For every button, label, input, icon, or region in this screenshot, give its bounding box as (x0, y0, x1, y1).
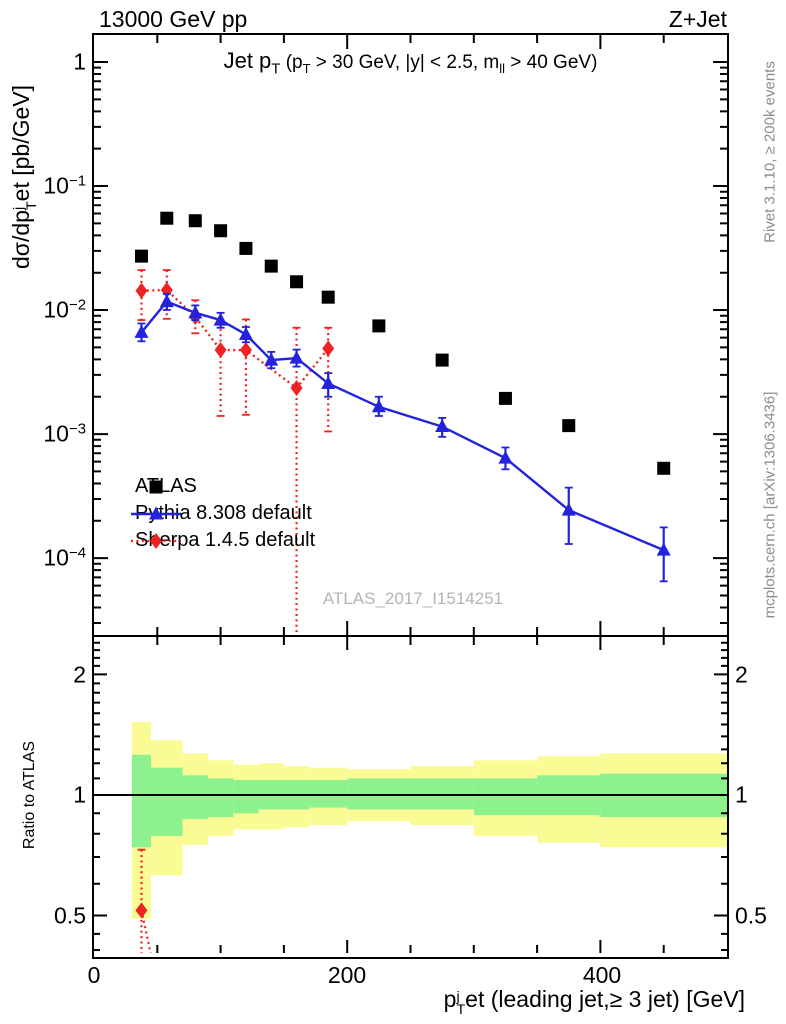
legend-label-pythia: Pythia 8.308 default (135, 502, 312, 524)
ratio-ytick-right-2: 2 (735, 661, 748, 688)
xtick-400: 400 (582, 962, 622, 988)
xtick-200: 200 (327, 962, 367, 988)
ytick-1e-3: 10−3 (43, 420, 86, 447)
ratio-ytick-right-05: 0.5 (735, 902, 767, 929)
ratio-ytick-left-2: 2 (73, 661, 86, 688)
ratio-ytick-left-05: 0.5 (54, 902, 86, 929)
sherpa-diamond-dotted-line-icon (131, 532, 181, 549)
ytick-1e-1: 10−1 (43, 172, 86, 199)
ratio-ytick-right-1: 1 (735, 781, 748, 808)
legend: ATLAS Pythia 8.308 default Sherpa 1.4.5 … (128, 473, 315, 554)
pythia-triangle-line-icon (131, 506, 181, 519)
legend-item-pythia: Pythia 8.308 default (128, 500, 315, 527)
process-header: Z+Jet (668, 6, 727, 32)
legend-item-atlas: ATLAS (128, 473, 315, 500)
ytick-1e-4: 10−4 (43, 544, 86, 571)
analysis-id-watermark: ATLAS_2017_I1514251 (322, 589, 504, 608)
ratio-ytick-left-1: 1 (73, 781, 86, 808)
ratio-y-axis-title: Ratio to ATLAS (21, 740, 38, 850)
legend-item-sherpa: Sherpa 1.4.5 default (128, 527, 315, 554)
ytick-1: 1 (73, 48, 86, 75)
legend-label-sherpa: Sherpa 1.4.5 default (135, 529, 316, 551)
beam-energy-header: 13000 GeV pp (99, 6, 248, 32)
ytick-1e-2: 10−2 (43, 296, 86, 323)
xtick-0: 0 (87, 962, 101, 988)
mcplots-arxiv-note: mcplots.cern.ch [arXiv:1306.3436] (761, 391, 779, 619)
ratio-plot-canvas (94, 637, 727, 953)
main-plot-canvas (94, 35, 727, 635)
rivet-version-note: Rivet 3.1.10, ≥ 200k events (761, 61, 779, 243)
atlas-square-marker-icon (149, 480, 163, 493)
ratio-panel-frame (92, 635, 729, 959)
plot-title: Jet pT (pT > 30 GeV, |y| < 2.5, mll > 40… (223, 48, 598, 78)
